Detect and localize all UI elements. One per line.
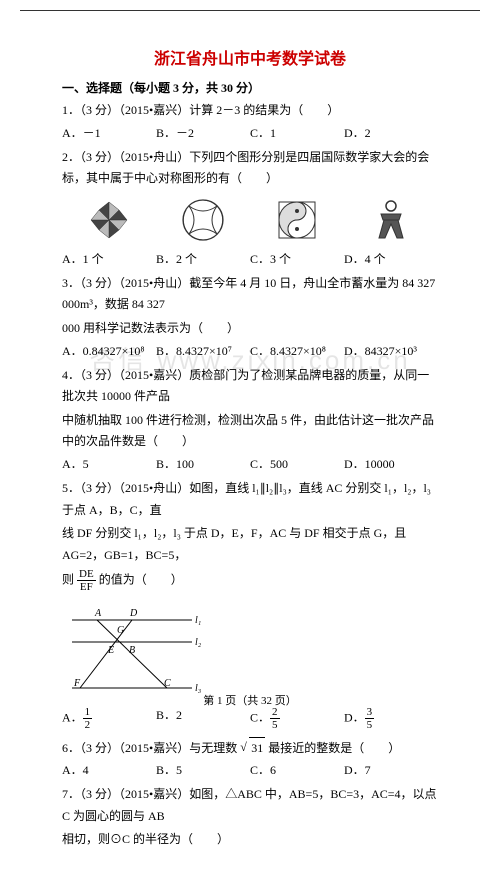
q5-frac-num: DE bbox=[77, 568, 96, 581]
doc-title: 浙江省舟山市中考数学试卷 bbox=[62, 45, 438, 69]
q1-options: A．－1 B．－2 C．1 D．2 bbox=[62, 124, 438, 141]
svg-text:G: G bbox=[117, 625, 124, 636]
q7-stem1: 7．（3 分）（2015•嘉兴）如图，△ABC 中，AB=5，BC=3，AC=4… bbox=[62, 784, 438, 827]
q3-stem1: 3．（3 分）（2015•舟山）截至今年 4 月 10 日，舟山全市蓄水量为 8… bbox=[62, 273, 438, 316]
q5-opt-b: B．2 bbox=[156, 706, 250, 731]
q2-opt-b: B．2 个 bbox=[156, 250, 250, 267]
q6-opt-b: B．5 bbox=[156, 761, 250, 778]
q3-opt-c: C．8.4327×10⁸ bbox=[250, 342, 344, 359]
q4-opt-d: D．10000 bbox=[344, 455, 438, 472]
q6-options: A．4 B．5 C．6 D．7 bbox=[62, 761, 438, 778]
q2-figures bbox=[62, 196, 438, 244]
q3-opt-b: B．8.4327×10⁷ bbox=[156, 342, 250, 359]
q5-stem3: 则 DEEF 的值为（ ） bbox=[62, 568, 438, 593]
q5-frac-den: EF bbox=[77, 581, 96, 593]
q4-opt-b: B．100 bbox=[156, 455, 250, 472]
q2-stem: 2．（3 分）（2015•舟山）下列四个图形分别是四届国际数学家大会的会标，其中… bbox=[62, 147, 438, 190]
fig-person-icon bbox=[367, 196, 415, 244]
svg-text:D: D bbox=[129, 608, 138, 619]
q1-opt-d: D．2 bbox=[344, 124, 438, 141]
q5-opt-c: C．25 bbox=[250, 706, 344, 731]
q3-options: A．0.84327×10⁸ B．8.4327×10⁷ C．8.4327×10⁸ … bbox=[62, 342, 438, 359]
q6-stem: 6．（3 分）（2015•嘉兴）与无理数 31 最接近的整数是（ ） bbox=[62, 737, 438, 760]
svg-text:F: F bbox=[73, 678, 81, 689]
q1-opt-c: C．1 bbox=[250, 124, 344, 141]
q5-options: A．12 B．2 C．25 D．35 bbox=[62, 706, 438, 731]
q3-opt-d: D．84327×10³ bbox=[344, 342, 438, 359]
q7-stem2: 相切，则⊙C 的半径为（ ） bbox=[62, 829, 438, 851]
sqrt-icon: 31 bbox=[249, 737, 265, 760]
q5-c-pre: C． bbox=[250, 710, 270, 724]
q2-opt-c: C．3 个 bbox=[250, 250, 344, 267]
q5-d-pre: D． bbox=[344, 710, 365, 724]
q6-opt-c: C．6 bbox=[250, 761, 344, 778]
fig-circle-arcs-icon bbox=[179, 196, 227, 244]
svg-text:B: B bbox=[129, 645, 135, 656]
q5-stem3-pre: 则 bbox=[62, 573, 77, 587]
q5-c-den: 5 bbox=[270, 719, 280, 731]
q5-frac: DEEF bbox=[77, 568, 96, 593]
q4-options: A．5 B．100 C．500 D．10000 bbox=[62, 455, 438, 472]
svg-text:E: E bbox=[107, 645, 114, 656]
page: 浙江省舟山市中考数学试卷 一、选择题（每小题 3 分，共 30 分） 1．（3 … bbox=[20, 10, 480, 873]
svg-text:C: C bbox=[164, 678, 171, 689]
section-heading: 一、选择题（每小题 3 分，共 30 分） bbox=[62, 79, 438, 96]
q5-d-den: 5 bbox=[365, 719, 375, 731]
q4-stem2: 中随机抽取 100 件进行检测，检测出次品 5 件，由此估计这一批次产品中的次品… bbox=[62, 410, 438, 453]
q2-opt-a: A．1 个 bbox=[62, 250, 156, 267]
q5-stem2: 线 DF 分别交 l₁，l₂，l₃ 于点 D，E，F，AC 与 DF 相交于点 … bbox=[62, 523, 438, 566]
q5-stem1: 5．（3 分）（2015•舟山）如图，直线 l₁∥l₂∥l₃，直线 AC 分别交… bbox=[62, 478, 438, 521]
q4-opt-a: A．5 bbox=[62, 455, 156, 472]
q6-post: 最接近的整数是（ ） bbox=[268, 741, 400, 755]
q6-opt-d: D．7 bbox=[344, 761, 438, 778]
q6-pre: 6．（3 分）（2015•嘉兴）与无理数 bbox=[62, 741, 240, 755]
q4-opt-c: C．500 bbox=[250, 455, 344, 472]
q2-opt-d: D．4 个 bbox=[344, 250, 438, 267]
q5-opt-d: D．35 bbox=[344, 706, 438, 731]
q3-stem2: 000 用科学记数法表示为（ ） bbox=[62, 318, 438, 340]
svg-text:A: A bbox=[94, 608, 102, 619]
q1-opt-b: B．－2 bbox=[156, 124, 250, 141]
q2-options: A．1 个 B．2 个 C．3 个 D．4 个 bbox=[62, 250, 438, 267]
q5-a-den: 2 bbox=[83, 719, 93, 731]
q4-stem1: 4．（3 分）（2015•嘉兴）质检部门为了检测某品牌电器的质量，从同一批次共 … bbox=[62, 365, 438, 408]
q3-opt-a: A．0.84327×10⁸ bbox=[62, 342, 156, 359]
q1-opt-a: A．－1 bbox=[62, 124, 156, 141]
fig-pinwheel-icon bbox=[85, 196, 133, 244]
svg-text:l₁: l₁ bbox=[195, 615, 201, 626]
svg-text:l₂: l₂ bbox=[195, 637, 202, 648]
q5-stem3-post: 的值为（ ） bbox=[99, 573, 183, 587]
q6-opt-a: A．4 bbox=[62, 761, 156, 778]
q5-opt-a: A．12 bbox=[62, 706, 156, 731]
q1-stem: 1．（3 分）（2015•嘉兴）计算 2－3 的结果为（ ） bbox=[62, 100, 438, 122]
fig-yinyang-icon bbox=[273, 196, 321, 244]
q5-figure: AD G EB FC l₁l₂l₃ bbox=[62, 600, 438, 704]
q5-a-pre: A． bbox=[62, 710, 83, 724]
